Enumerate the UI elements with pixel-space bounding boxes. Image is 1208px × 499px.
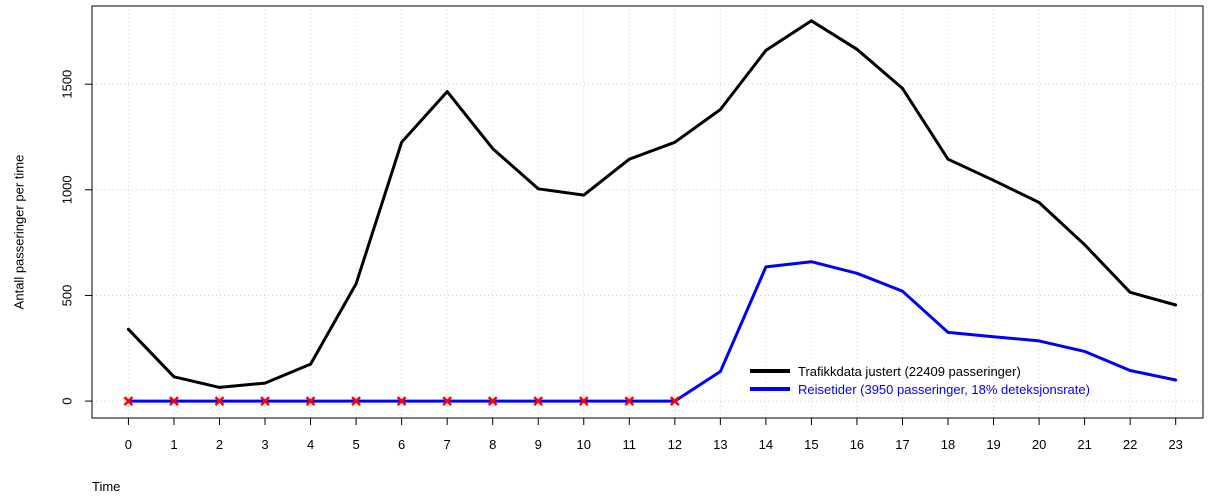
x-tick-label: 20 — [1032, 437, 1046, 452]
y-tick-label: 500 — [59, 285, 74, 307]
x-marker — [487, 396, 498, 406]
x-tick-label: 19 — [986, 437, 1000, 452]
y-axis-title: Antall passeringer per time — [11, 155, 26, 310]
x-marker — [442, 396, 453, 406]
axis-ticks: 0 1 2 3 4 5 6 7 8 9 10 11 12 13 14 15 16 17 18 19 20 21 22 2305… — [59, 70, 1182, 452]
x-tick-label: 17 — [895, 437, 909, 452]
x-tick-label: 1 — [170, 437, 177, 452]
x-tick-label: 9 — [535, 437, 542, 452]
x-marker — [260, 396, 270, 406]
x-tick-label: 21 — [1077, 437, 1091, 452]
x-marker — [624, 396, 635, 406]
x-tick-label: 14 — [759, 437, 773, 452]
x-tick-label: 2 — [216, 437, 223, 452]
x-marker — [669, 396, 680, 406]
x-tick-label: 23 — [1168, 437, 1182, 452]
legend: Trafikkdata justert (22409 passeringer) R… — [750, 364, 1090, 397]
x-tick-label: 18 — [941, 437, 955, 452]
x-tick-label: 10 — [577, 437, 591, 452]
y-tick-label: 1500 — [59, 70, 74, 99]
grid-lines — [92, 6, 1203, 418]
y-tick-label: 1000 — [59, 175, 74, 204]
series-line — [126, 260, 1178, 403]
x-tick-label: 11 — [623, 437, 637, 452]
series-line — [126, 19, 1178, 389]
x-marker — [169, 396, 179, 406]
x-tick-label: 15 — [804, 437, 818, 452]
legend-label: Reisetider (3950 passeringer, 18% deteks… — [798, 382, 1090, 397]
series-lines — [126, 19, 1178, 403]
x-tick-label: 13 — [713, 437, 727, 452]
x-axis-title: Time — [92, 479, 120, 494]
x-tick-label: 6 — [398, 437, 405, 452]
x-marker — [533, 396, 544, 406]
x-tick-label: 3 — [261, 437, 268, 452]
legend-label: Trafikkdata justert (22409 passeringer) — [798, 364, 1021, 379]
x-marker — [123, 396, 134, 406]
legend-item: Reisetider (3950 passeringer, 18% deteks… — [750, 382, 1090, 397]
x-tick-label: 12 — [668, 437, 682, 452]
x-tick-label: 5 — [352, 437, 359, 452]
x-tick-label: 8 — [489, 437, 496, 452]
x-tick-label: 0 — [125, 437, 132, 452]
x-tick-label: 22 — [1123, 437, 1137, 452]
x-marker — [578, 396, 589, 406]
x-tick-label: 7 — [444, 437, 451, 452]
y-tick-label: 0 — [59, 397, 74, 404]
x-tick-label: 16 — [850, 437, 864, 452]
x-marker — [305, 396, 316, 406]
x-marker — [214, 396, 225, 406]
x-marker — [396, 396, 407, 406]
plot-frame — [91, 5, 1204, 419]
x-tick-label: 4 — [307, 437, 314, 452]
x-marker — [351, 396, 361, 406]
legend-item: Trafikkdata justert (22409 passeringer) — [750, 364, 1021, 379]
markers — [123, 396, 680, 406]
